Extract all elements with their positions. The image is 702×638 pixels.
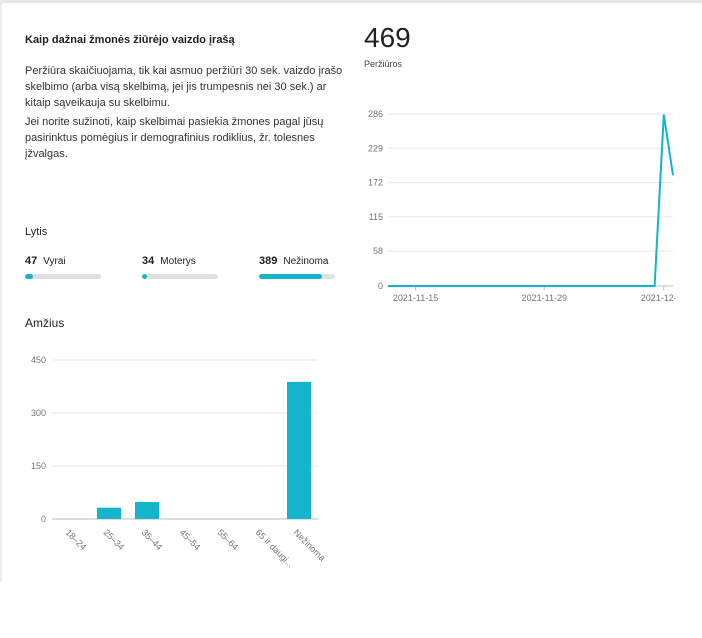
x-tick-label: 2021-11-29 <box>522 293 567 303</box>
x-tick-label: 65 ir daugi... <box>254 527 296 569</box>
insights-explanation-line: įžvalgas. <box>25 148 68 160</box>
age-bar-chart: 0 150 300 450 18–24 25–34 35–44 45–54 55–64 65 ir… <box>31 355 328 569</box>
insights-explanation-line: Jei norite sužinoti, kaip skelbimai pasi… <box>25 116 324 128</box>
y-tick-label: 286 <box>368 109 383 119</box>
x-tick-label: Nežinoma <box>292 527 328 563</box>
gender-item-men: 47 Vyrai <box>25 255 101 279</box>
y-tick-label: 0 <box>41 514 46 524</box>
views-explanation-line: kitaip sąveikauja su skelbimu. <box>25 97 170 109</box>
age-bar <box>135 502 159 519</box>
views-explanation-line: Peržiūra skaičiuojama, tik kai asmuo per… <box>25 65 343 77</box>
x-tick-label: 2021-11-15 <box>393 293 438 303</box>
age-bar <box>287 381 311 519</box>
gender-value: 34 <box>142 255 155 267</box>
gender-name: Nežinoma <box>283 256 329 267</box>
gender-label: Lytis <box>25 226 48 238</box>
views-label: Peržiūros <box>364 59 403 69</box>
gender-name: Vyrai <box>43 256 66 267</box>
y-tick-label: 58 <box>373 246 383 256</box>
gender-bar <box>25 274 101 279</box>
views-explanation: Peržiūra skaičiuojama, tik kai asmuo per… <box>25 63 345 111</box>
x-tick-label: 55–64 <box>216 527 241 552</box>
gender-bar-fill <box>25 274 33 279</box>
views-explanation-line: skelbimo (arba visą skelbimą, jei jis tr… <box>25 81 327 93</box>
x-tick-label: 18–24 <box>64 527 89 552</box>
age-bar <box>97 507 121 519</box>
gender-bar <box>259 274 335 279</box>
views-total: 469 <box>364 22 411 53</box>
gender-bar-fill <box>259 274 323 279</box>
x-tick-label: 2021-12-12 <box>641 293 675 303</box>
y-tick-label: 229 <box>368 143 383 153</box>
top-divider <box>0 0 702 3</box>
y-tick-label: 150 <box>31 461 46 471</box>
y-tick-label: 300 <box>31 408 46 418</box>
y-tick-label: 450 <box>31 355 46 365</box>
y-tick-label: 115 <box>369 212 383 222</box>
views-line-chart: 0 58 115 172 229 286 2021-11-15 2021-11-29 2021-… <box>368 109 675 303</box>
views-series-line <box>388 114 674 287</box>
gender-value: 47 <box>25 255 38 267</box>
x-tick-label: 25–34 <box>102 527 127 552</box>
insights-explanation: Jei norite sužinoti, kaip skelbimai pasi… <box>25 114 345 162</box>
left-divider <box>0 0 2 582</box>
gender-item-unknown: 389 Nežinoma <box>259 255 335 279</box>
insights-explanation-line: pasirinktus pomėgius ir demografinius ro… <box>25 132 315 144</box>
x-tick-label: 35–44 <box>140 527 165 552</box>
x-tick-label: 45–54 <box>178 527 203 552</box>
y-tick-label: 0 <box>378 281 383 291</box>
gender-value: 389 <box>259 255 278 267</box>
age-label: Amžius <box>25 316 65 330</box>
gender-bar <box>142 274 218 279</box>
y-tick-label: 172 <box>368 178 383 188</box>
gender-bar-fill <box>142 274 148 279</box>
card-title: Kaip dažnai žmonės žiūrėjo vaizdo įrašą <box>25 34 235 46</box>
gender-item-women: 34 Moterys <box>142 255 218 279</box>
gender-name: Moterys <box>160 256 196 267</box>
